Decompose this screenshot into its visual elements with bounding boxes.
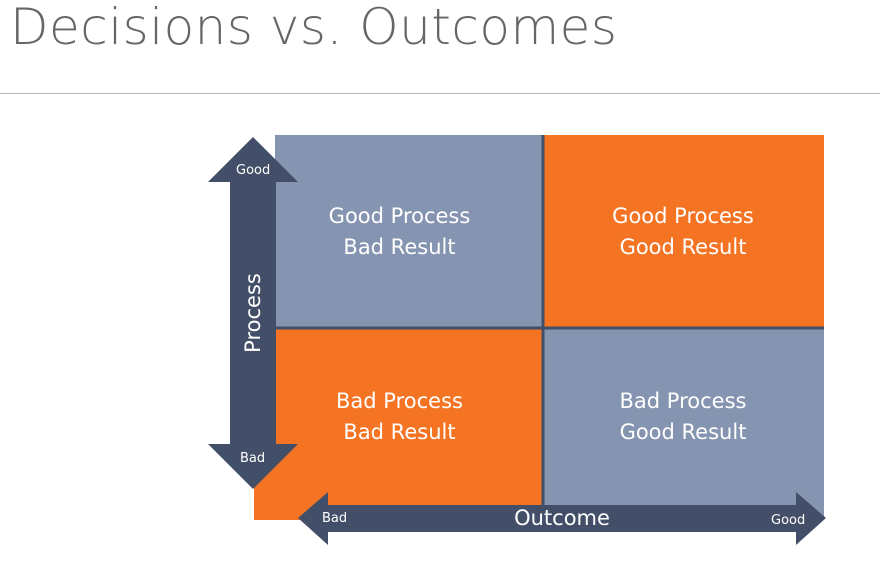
outcome-axis-label: Outcome xyxy=(514,506,610,530)
quadrant-good-process-good-result: Good Process Good Result xyxy=(545,137,821,327)
quadrant-top-right xyxy=(543,135,824,328)
process-axis-label: Process xyxy=(241,273,265,353)
quadrant-line-1: Bad Process xyxy=(619,389,747,413)
quadrant-top-left xyxy=(275,135,543,328)
outcome-axis-arrow xyxy=(298,492,826,545)
quadrant-bottom-right xyxy=(543,328,824,520)
page-title: Decisions vs. Outcomes xyxy=(10,0,618,56)
quadrant-bad-process-good-result: Bad Process Good Result xyxy=(545,329,821,505)
quadrant-line-1: Bad Process xyxy=(336,389,463,413)
quadrant-line-2: Bad Result xyxy=(343,235,456,259)
quadrant-line-1: Good Process xyxy=(328,204,471,228)
quadrant-bad-process-bad-result: Bad Process Bad Result xyxy=(278,329,521,505)
quadrant-line-1: Good Process xyxy=(612,204,754,228)
title-divider xyxy=(0,93,880,94)
quadrant-line-2: Good Result xyxy=(619,420,747,444)
process-axis-top-label: Good xyxy=(236,163,271,178)
quadrant-line-2: Bad Result xyxy=(343,420,456,444)
process-axis-bottom-label: Bad xyxy=(240,451,266,466)
quadrant-good-process-bad-result: Good Process Bad Result xyxy=(278,137,521,327)
quadrant-line-2: Good Result xyxy=(619,235,747,259)
outcome-axis-left-label: Bad xyxy=(322,511,348,526)
quadrant-bottom-left xyxy=(254,328,543,520)
outcome-axis-right-label: Good xyxy=(771,513,806,528)
process-axis-arrow xyxy=(208,137,298,489)
